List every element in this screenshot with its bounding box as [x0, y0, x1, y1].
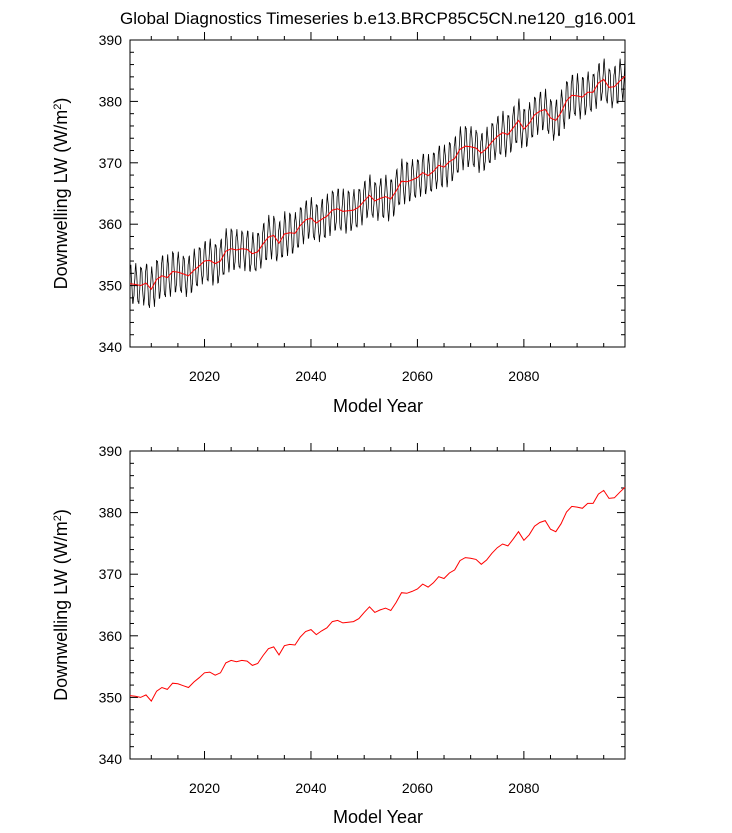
y-tick-label: 370: [99, 155, 123, 171]
y-axis-title-superscript: 2: [52, 515, 64, 521]
y-tick-label: 370: [99, 566, 123, 582]
y-axis-title-close: ): [51, 509, 71, 515]
x-axis-title: Model Year: [333, 396, 423, 416]
y-tick-label: 390: [99, 443, 123, 459]
y-axis-title: Downwelling LW (W/m2): [51, 98, 71, 290]
y-tick-label: 340: [99, 751, 123, 767]
monthly-line: [129, 56, 626, 308]
x-axis-title: Model Year: [333, 807, 423, 827]
tick-marks: [130, 443, 625, 760]
x-tick-label: 2040: [295, 780, 326, 796]
x-tick-label: 2080: [508, 368, 539, 384]
y-tick-label: 360: [99, 216, 123, 232]
y-tick-label: 380: [99, 93, 123, 109]
x-tick-label: 2040: [295, 368, 326, 384]
chart-title: Global Diagnostics Timeseries b.e13.BRCP…: [120, 9, 636, 28]
y-tick-label: 380: [99, 505, 123, 521]
x-tick-label: 2020: [189, 780, 220, 796]
y-axis-title-main: Downwelling LW (W/m: [51, 110, 71, 290]
x-tick-label: 2020: [189, 368, 220, 384]
y-tick-labels: 340 350 360 370 380 390: [99, 443, 123, 767]
y-tick-label: 350: [99, 278, 123, 294]
x-tick-labels: 2020 2040 2060 2080: [189, 780, 540, 796]
annual-series: [129, 75, 626, 291]
plot-frame: [129, 450, 626, 760]
monthly-series: [129, 56, 626, 308]
y-axis-title: Downwelling LW (W/m2): [51, 509, 71, 701]
y-axis-title-close: ): [51, 98, 71, 104]
bottom-panel: 340 350 360 370 380 390 2020 2040 2060 2080 Mode…: [51, 443, 626, 827]
y-tick-label: 350: [99, 689, 123, 705]
x-tick-labels: 2020 2040 2060 2080: [189, 368, 540, 384]
top-panel: 340 350 360 370 380 390 2020 2040 2060 2080 Mode…: [51, 32, 626, 416]
annual-mean-line: [129, 486, 626, 702]
annual-series: [129, 486, 626, 702]
y-axis-title-superscript: 2: [52, 104, 64, 110]
x-tick-label: 2060: [402, 780, 433, 796]
y-axis-title-main: Downwelling LW (W/m: [51, 521, 71, 701]
y-tick-label: 340: [99, 339, 123, 355]
x-tick-label: 2060: [402, 368, 433, 384]
plot-frame: [129, 39, 626, 348]
x-tick-label: 2080: [508, 780, 539, 796]
y-tick-label: 360: [99, 628, 123, 644]
y-tick-label: 390: [99, 32, 123, 48]
tick-marks: [130, 32, 625, 348]
annual-mean-line: [129, 75, 626, 291]
y-tick-labels: 340 350 360 370 380 390: [99, 32, 123, 355]
